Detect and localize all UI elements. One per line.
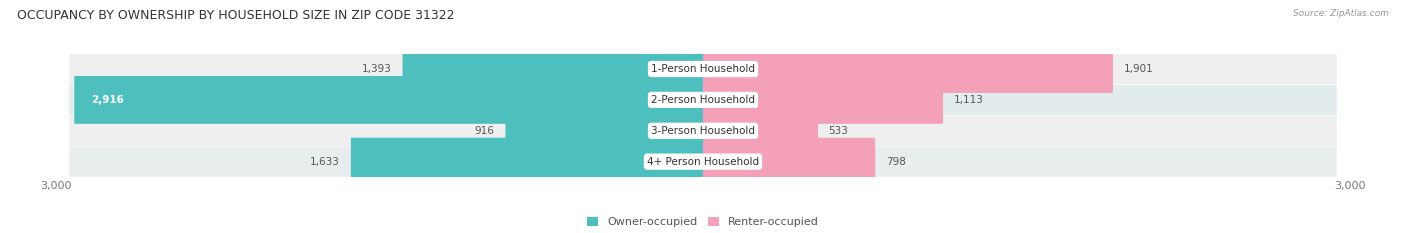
FancyBboxPatch shape [69, 54, 1337, 84]
Text: 2,916: 2,916 [91, 95, 125, 105]
Text: OCCUPANCY BY OWNERSHIP BY HOUSEHOLD SIZE IN ZIP CODE 31322: OCCUPANCY BY OWNERSHIP BY HOUSEHOLD SIZE… [17, 9, 454, 22]
FancyBboxPatch shape [75, 76, 703, 124]
Text: 533: 533 [828, 126, 849, 136]
FancyBboxPatch shape [703, 76, 943, 124]
Text: 1,393: 1,393 [361, 64, 392, 74]
FancyBboxPatch shape [703, 45, 1114, 93]
Text: Source: ZipAtlas.com: Source: ZipAtlas.com [1294, 9, 1389, 18]
FancyBboxPatch shape [703, 138, 875, 185]
Text: 2-Person Household: 2-Person Household [651, 95, 755, 105]
Text: 916: 916 [475, 126, 495, 136]
FancyBboxPatch shape [69, 85, 1337, 115]
Text: 1,901: 1,901 [1123, 64, 1153, 74]
Text: 798: 798 [886, 157, 905, 167]
FancyBboxPatch shape [505, 107, 703, 155]
Legend: Owner-occupied, Renter-occupied: Owner-occupied, Renter-occupied [586, 217, 820, 227]
Text: 3-Person Household: 3-Person Household [651, 126, 755, 136]
FancyBboxPatch shape [402, 45, 703, 93]
Text: 1,113: 1,113 [953, 95, 984, 105]
Text: 1-Person Household: 1-Person Household [651, 64, 755, 74]
Text: 4+ Person Household: 4+ Person Household [647, 157, 759, 167]
FancyBboxPatch shape [703, 107, 818, 155]
FancyBboxPatch shape [69, 147, 1337, 177]
FancyBboxPatch shape [352, 138, 703, 185]
Text: 1,633: 1,633 [311, 157, 340, 167]
FancyBboxPatch shape [69, 116, 1337, 146]
